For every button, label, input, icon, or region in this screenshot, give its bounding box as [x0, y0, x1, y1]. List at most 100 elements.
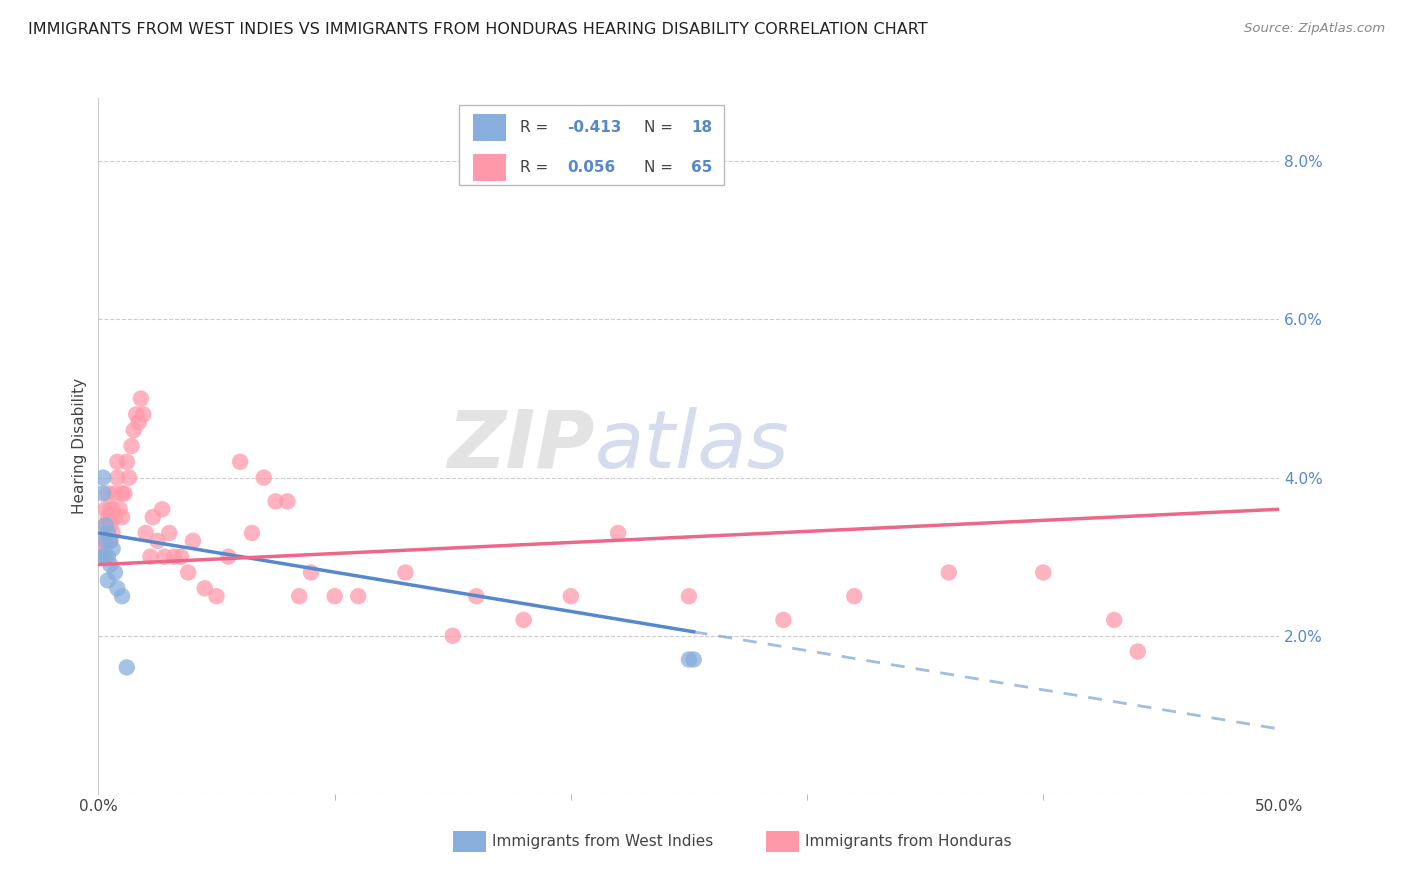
Point [108, 502, 131, 516]
Text: R =: R = [520, 160, 553, 175]
Point [105, 470, 128, 484]
Point [94, 549, 117, 564]
Point [181, 533, 204, 548]
Point [101, 541, 124, 556]
Point [253, 470, 276, 484]
Point [132, 408, 155, 422]
Text: atlas: atlas [595, 407, 789, 485]
Point [111, 589, 134, 603]
Point [98, 533, 121, 548]
Point [91, 549, 114, 564]
Text: 65: 65 [692, 160, 713, 175]
Point [121, 439, 143, 453]
Point [153, 549, 176, 564]
Point [288, 589, 311, 603]
Point [163, 549, 186, 564]
Text: IMMIGRANTS FROM WEST INDIES VS IMMIGRANTS FROM HONDURAS HEARING DISABILITY CORRE: IMMIGRANTS FROM WEST INDIES VS IMMIGRANT… [28, 22, 928, 37]
Point [1032, 566, 1054, 580]
Text: 0.056: 0.056 [567, 160, 616, 175]
Point [97, 574, 120, 588]
Point [157, 525, 180, 540]
Point [347, 589, 370, 603]
Point [97, 525, 120, 540]
Point [91, 470, 114, 484]
Point [101, 525, 124, 540]
FancyBboxPatch shape [458, 105, 724, 186]
Point [682, 652, 704, 666]
Point [98, 518, 121, 533]
Point [94, 533, 117, 548]
Point [105, 455, 128, 469]
Point [150, 502, 173, 516]
Y-axis label: Hearing Disability: Hearing Disability [72, 378, 87, 514]
Point [98, 558, 121, 572]
Text: N =: N = [644, 120, 678, 135]
Point [97, 533, 120, 548]
Text: Source: ZipAtlas.com: Source: ZipAtlas.com [1244, 22, 1385, 36]
Point [177, 566, 200, 580]
Point [118, 470, 141, 484]
FancyBboxPatch shape [472, 153, 506, 181]
FancyBboxPatch shape [453, 830, 486, 852]
Text: -0.413: -0.413 [567, 120, 621, 135]
Point [560, 589, 582, 603]
Text: ZIP: ZIP [447, 407, 595, 485]
Point [112, 486, 135, 500]
Point [115, 455, 138, 469]
Point [441, 629, 464, 643]
Point [98, 502, 121, 516]
Point [111, 486, 134, 500]
Point [97, 549, 120, 564]
Point [125, 408, 148, 422]
Point [128, 415, 150, 429]
Point [94, 518, 117, 533]
Point [678, 652, 700, 666]
Point [97, 510, 120, 524]
Text: Immigrants from Honduras: Immigrants from Honduras [804, 834, 1011, 848]
Point [938, 566, 960, 580]
Point [97, 486, 120, 500]
Point [229, 455, 252, 469]
Point [323, 589, 346, 603]
Point [101, 502, 124, 516]
Point [146, 533, 169, 548]
Point [678, 589, 700, 603]
Point [465, 589, 488, 603]
Point [1102, 613, 1125, 627]
Text: R =: R = [520, 120, 553, 135]
Point [772, 613, 794, 627]
Point [170, 549, 193, 564]
Point [205, 589, 228, 603]
Point [94, 502, 117, 516]
Point [142, 510, 165, 524]
Point [194, 582, 217, 596]
Text: Immigrants from West Indies: Immigrants from West Indies [492, 834, 713, 848]
Point [139, 549, 162, 564]
Point [217, 549, 239, 564]
Point [98, 533, 121, 548]
Point [91, 486, 114, 500]
Point [264, 494, 287, 508]
Point [115, 660, 138, 674]
Point [1126, 644, 1149, 658]
Point [104, 566, 127, 580]
Point [394, 566, 416, 580]
FancyBboxPatch shape [472, 113, 506, 142]
Point [129, 392, 152, 406]
Point [299, 566, 322, 580]
Point [90, 549, 112, 564]
Point [105, 582, 128, 596]
Point [122, 423, 145, 437]
Point [91, 533, 114, 548]
Point [104, 486, 127, 500]
Point [111, 510, 134, 524]
Point [276, 494, 298, 508]
FancyBboxPatch shape [766, 830, 799, 852]
Point [104, 510, 127, 524]
Point [512, 613, 534, 627]
Point [90, 541, 112, 556]
Text: 18: 18 [692, 120, 713, 135]
Point [844, 589, 866, 603]
Text: N =: N = [644, 160, 678, 175]
Point [607, 525, 630, 540]
